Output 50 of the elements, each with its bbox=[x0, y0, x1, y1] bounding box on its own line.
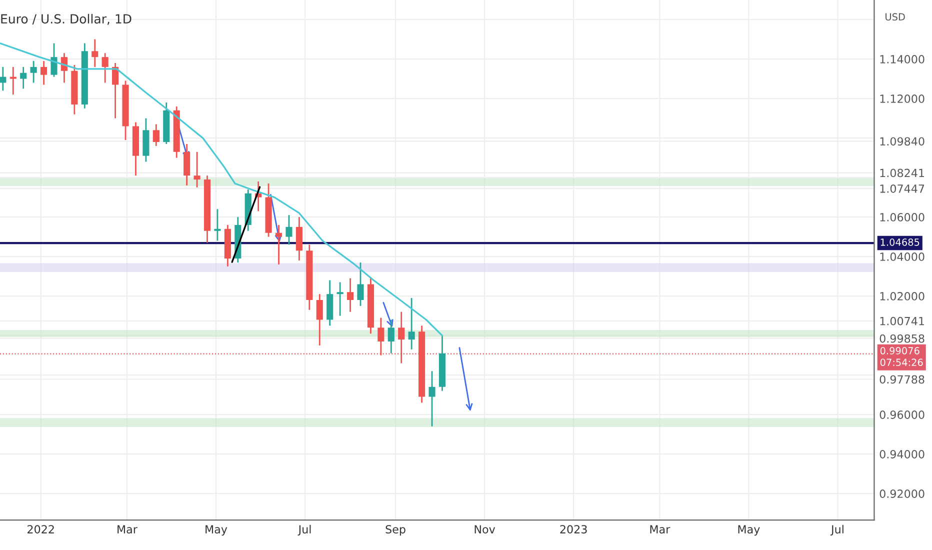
candlestick bbox=[296, 216, 302, 262]
y-tick-label: 0.96000 bbox=[880, 410, 924, 419]
candlestick bbox=[20, 66, 27, 90]
ref-line-label: 0.99076 07:54:26 bbox=[880, 347, 923, 366]
x-tick-label: Mar bbox=[118, 525, 138, 534]
x-tick-label: 2022 bbox=[28, 525, 54, 534]
candlestick bbox=[152, 124, 160, 147]
candlestick bbox=[398, 311, 405, 364]
candlestick bbox=[346, 278, 354, 313]
x-tick-label: May bbox=[206, 525, 228, 536]
y-axis-title: USD bbox=[886, 13, 905, 21]
candlestick bbox=[286, 214, 292, 246]
line-series bbox=[0, 42, 444, 336]
y-tick-label: 0.94000 bbox=[880, 450, 924, 458]
ref-line-label: 1.04685 bbox=[880, 238, 920, 246]
candlestick bbox=[214, 208, 221, 242]
candlestick bbox=[408, 297, 415, 350]
candlestick bbox=[378, 317, 384, 356]
x-tick-label: Jul bbox=[298, 524, 311, 536]
x-tick-label: Jul bbox=[830, 524, 844, 536]
y-tick-label: 1.06000 bbox=[880, 213, 924, 222]
y-tick-label: 0.97788 bbox=[880, 375, 924, 384]
candlestick bbox=[357, 262, 364, 307]
candlestick bbox=[92, 38, 98, 68]
x-tick-label: 2023 bbox=[560, 525, 587, 534]
y-tick-label: 1.02000 bbox=[880, 292, 924, 300]
y-tick-label: 1.07447 bbox=[880, 184, 924, 193]
x-tick-label: Sep bbox=[386, 525, 406, 536]
x-tick-label: Mar bbox=[650, 525, 670, 534]
candlestick bbox=[194, 151, 200, 188]
y-tick-label: 1.00741 bbox=[880, 316, 924, 326]
candlestick bbox=[10, 66, 16, 96]
y-tick-label: 0.92000 bbox=[880, 490, 924, 498]
text: Euro / U.S. Dollar, 1D bbox=[1, 14, 132, 25]
candlestick bbox=[40, 60, 48, 86]
candlestick bbox=[30, 60, 37, 84]
y-tick-label: 1.04000 bbox=[880, 252, 924, 261]
candlestick bbox=[0, 66, 6, 92]
y-tick-label: 1.08241 bbox=[880, 168, 924, 178]
candlestick bbox=[50, 42, 58, 78]
candlestick bbox=[336, 282, 344, 316]
y-tick-label: 1.14000 bbox=[880, 55, 924, 64]
x-tick-label: Nov bbox=[474, 525, 496, 534]
candlestick bbox=[316, 293, 323, 346]
y-tick-label: 1.09840 bbox=[880, 137, 924, 146]
x-tick-label: May bbox=[738, 525, 760, 536]
candlestick bbox=[102, 52, 108, 84]
y-tick-label: 1.12000 bbox=[880, 94, 924, 103]
candlestick bbox=[428, 370, 436, 428]
y-tick-label: 0.99858 bbox=[880, 334, 924, 343]
